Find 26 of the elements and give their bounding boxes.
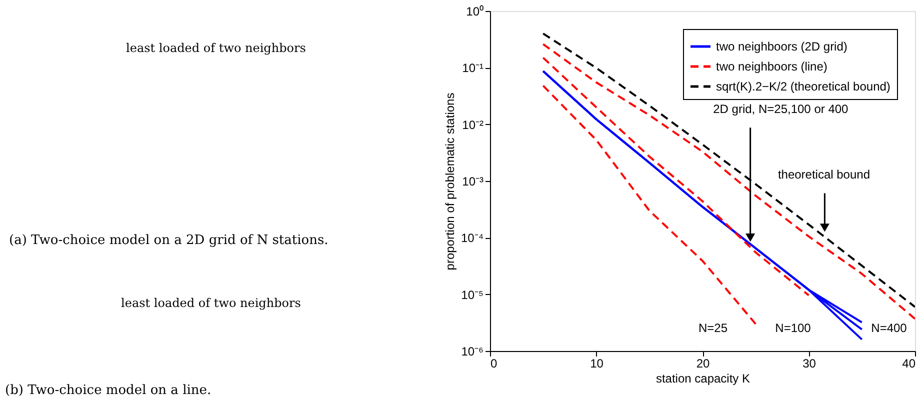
text: (b) Two-choice model on a line.: [5, 383, 212, 398]
legend-label: two neighboors (line): [716, 60, 828, 74]
annotation: N=400: [871, 321, 908, 335]
y-tick-label: 10⁻²: [462, 118, 484, 132]
y-tick-label: 10⁻³: [462, 174, 484, 188]
y-tick-label: 10⁻⁵: [461, 288, 484, 302]
y-tick-label: 10⁻⁴: [460, 231, 484, 246]
x-tick-label: 30: [802, 356, 816, 370]
legend-label: two neighboors (2D grid): [716, 40, 848, 54]
annotation: N=25: [698, 321, 728, 335]
y-tick-label: 10⁻¹: [462, 61, 484, 76]
annotation: theoretical bound: [778, 168, 870, 182]
x-tick-label: 40: [902, 356, 916, 370]
y-tick-label: 10⁻⁶: [461, 344, 484, 358]
legend-label: sqrt(K).2−K/2 (theoretical bound): [716, 80, 890, 94]
text: (a) Two-choice model on a 2D grid of N stations.: [9, 233, 328, 248]
x-axis-title: station capacity K: [656, 372, 750, 386]
text: least loaded of two neighbors: [121, 296, 301, 310]
text: least loaded of two neighbors: [126, 41, 306, 55]
x-tick-label: 10: [590, 356, 604, 370]
x-tick-label: 0: [490, 356, 498, 370]
annotation: N=100: [775, 321, 812, 335]
x-tick-label: 20: [696, 356, 710, 370]
annotation: 2D grid, N=25,100 or 400: [713, 102, 849, 116]
y-tick-label: 10⁰: [466, 4, 484, 18]
y-axis-title: proportion of problematic stations: [442, 92, 457, 270]
